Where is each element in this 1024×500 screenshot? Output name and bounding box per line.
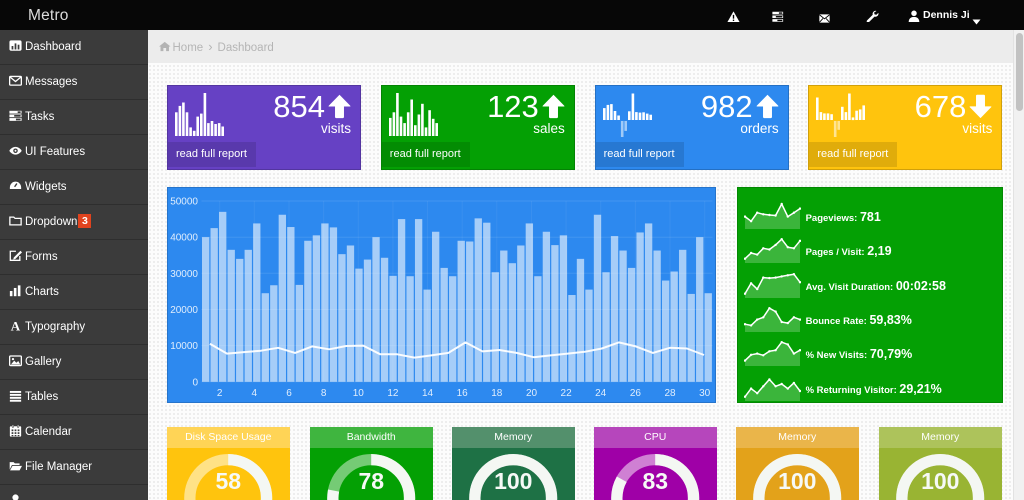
svg-text:A: A [11, 319, 21, 333]
svg-text:10000: 10000 [170, 341, 198, 352]
svg-text:18: 18 [491, 388, 503, 399]
svg-text:20: 20 [526, 388, 538, 399]
svg-text:28: 28 [664, 388, 676, 399]
svg-text:20000: 20000 [170, 305, 198, 316]
svg-text:50000: 50000 [170, 197, 198, 208]
svg-text:2: 2 [217, 388, 223, 399]
svg-text:16: 16 [457, 388, 469, 399]
svg-text:40000: 40000 [170, 233, 198, 244]
svg-text:10: 10 [353, 388, 365, 399]
svg-text:30: 30 [699, 388, 711, 399]
svg-text:0: 0 [192, 377, 198, 388]
svg-text:8: 8 [321, 388, 327, 399]
svg-text:24: 24 [595, 388, 607, 399]
svg-text:4: 4 [252, 388, 258, 399]
svg-text:6: 6 [286, 388, 292, 399]
svg-text:12: 12 [387, 388, 399, 399]
svg-text:30000: 30000 [170, 269, 198, 280]
svg-text:26: 26 [630, 388, 642, 399]
svg-text:14: 14 [422, 388, 434, 399]
svg-text:22: 22 [561, 388, 573, 399]
